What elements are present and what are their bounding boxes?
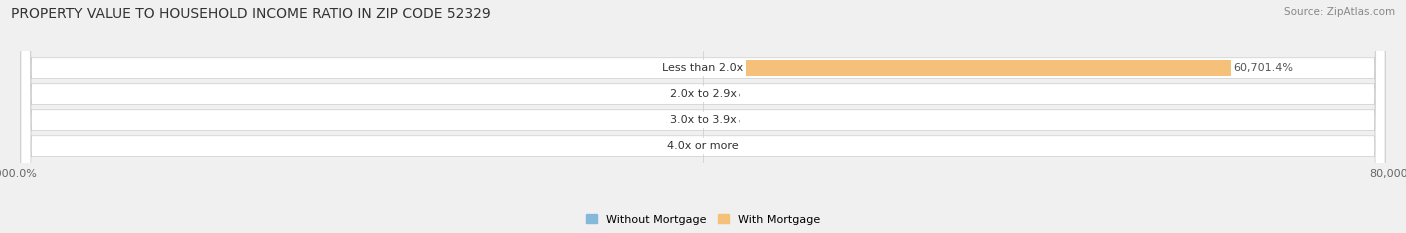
Text: 3.0x to 3.9x: 3.0x to 3.9x bbox=[669, 115, 737, 125]
Text: 25.2%: 25.2% bbox=[665, 141, 700, 151]
Text: 16.8%: 16.8% bbox=[665, 89, 700, 99]
Text: PROPERTY VALUE TO HOUSEHOLD INCOME RATIO IN ZIP CODE 52329: PROPERTY VALUE TO HOUSEHOLD INCOME RATIO… bbox=[11, 7, 491, 21]
FancyBboxPatch shape bbox=[21, 0, 1385, 233]
Text: 2.0x to 2.9x: 2.0x to 2.9x bbox=[669, 89, 737, 99]
Bar bbox=[703, 60, 1232, 76]
Text: Source: ZipAtlas.com: Source: ZipAtlas.com bbox=[1284, 7, 1395, 17]
FancyBboxPatch shape bbox=[21, 0, 1385, 233]
Legend: Without Mortgage, With Mortgage: Without Mortgage, With Mortgage bbox=[586, 214, 820, 225]
FancyBboxPatch shape bbox=[21, 0, 1385, 233]
Text: 4.0x or more: 4.0x or more bbox=[668, 141, 738, 151]
Text: 10.8%: 10.8% bbox=[706, 141, 741, 151]
Text: 35.3%: 35.3% bbox=[665, 63, 700, 73]
Text: 39.6%: 39.6% bbox=[706, 89, 741, 99]
Text: 60,701.4%: 60,701.4% bbox=[1233, 63, 1294, 73]
Text: 22.7%: 22.7% bbox=[665, 115, 700, 125]
Text: 35.3%: 35.3% bbox=[706, 115, 741, 125]
FancyBboxPatch shape bbox=[21, 0, 1385, 233]
Text: Less than 2.0x: Less than 2.0x bbox=[662, 63, 744, 73]
